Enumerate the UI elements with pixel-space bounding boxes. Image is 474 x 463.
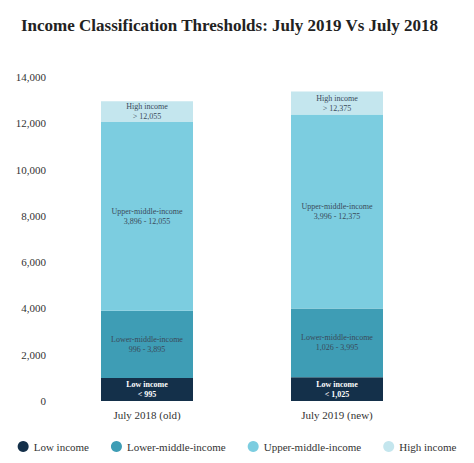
svg-text:Low income: Low income bbox=[316, 380, 358, 389]
svg-text:Income Classification Threshol: Income Classification Thresholds: July 2… bbox=[21, 16, 438, 35]
svg-text:Upper-middle-income: Upper-middle-income bbox=[112, 207, 183, 216]
svg-text:6,000: 6,000 bbox=[21, 256, 46, 268]
svg-text:> 12,055: > 12,055 bbox=[133, 112, 162, 121]
svg-text:8,000: 8,000 bbox=[21, 210, 46, 222]
svg-text:3,996 - 12,375: 3,996 - 12,375 bbox=[314, 212, 361, 221]
svg-text:996 - 3,895: 996 - 3,895 bbox=[129, 345, 166, 354]
svg-text:10,000: 10,000 bbox=[16, 164, 47, 176]
svg-text:Lower-middle-income: Lower-middle-income bbox=[111, 335, 183, 344]
svg-text:< 1,025: < 1,025 bbox=[325, 390, 350, 399]
svg-text:High income: High income bbox=[399, 441, 456, 453]
svg-text:> 12,375: > 12,375 bbox=[323, 104, 352, 113]
svg-text:14,000: 14,000 bbox=[16, 71, 47, 83]
svg-text:0: 0 bbox=[41, 395, 47, 407]
svg-text:Upper-middle-income: Upper-middle-income bbox=[302, 202, 373, 211]
svg-text:3,896 - 12,055: 3,896 - 12,055 bbox=[124, 217, 171, 226]
svg-text:Lower-middle-income: Lower-middle-income bbox=[301, 333, 373, 342]
svg-text:2,000: 2,000 bbox=[21, 349, 46, 361]
svg-text:High income: High income bbox=[126, 102, 168, 111]
svg-text:12,000: 12,000 bbox=[16, 117, 47, 129]
svg-text:1,026 - 3,995: 1,026 - 3,995 bbox=[316, 343, 359, 352]
svg-text:High income: High income bbox=[316, 94, 358, 103]
svg-text:Lower-middle-income: Lower-middle-income bbox=[127, 441, 226, 453]
svg-text:4,000: 4,000 bbox=[21, 302, 46, 314]
svg-text:< 995: < 995 bbox=[138, 390, 157, 399]
svg-text:July 2018 (old): July 2018 (old) bbox=[113, 409, 181, 422]
svg-text:Upper-middle-income: Upper-middle-income bbox=[264, 441, 362, 453]
svg-text:Low income: Low income bbox=[34, 441, 89, 453]
svg-text:Low income: Low income bbox=[126, 380, 168, 389]
svg-text:July 2019 (new): July 2019 (new) bbox=[301, 409, 373, 422]
